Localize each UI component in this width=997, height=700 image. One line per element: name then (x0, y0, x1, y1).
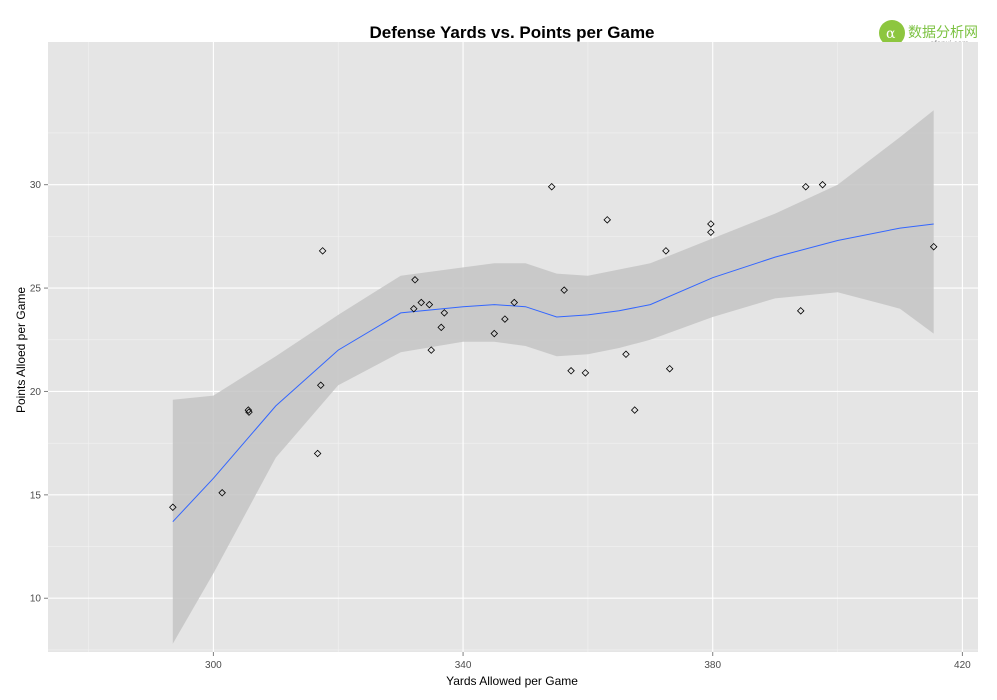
x-tick-label: 300 (205, 660, 222, 671)
y-axis-ticks: 10 15 20 25 30 (30, 180, 48, 605)
y-tick-label: 25 (30, 284, 42, 295)
x-axis-ticks: 300 340 380 420 (205, 652, 971, 671)
data-point (409, 304, 418, 313)
data-point (929, 242, 938, 251)
data-point (510, 298, 519, 307)
data-point (630, 406, 639, 414)
chart-title: Defense Yards vs. Points per Game (369, 23, 654, 42)
confidence-ribbon (172, 110, 934, 644)
data-point (411, 276, 419, 284)
data-point (622, 350, 630, 359)
data-point (662, 247, 670, 255)
data-point (707, 220, 715, 228)
data-point (313, 449, 322, 458)
y-axis-label: Points Alloed per Game (14, 287, 28, 413)
data-point (244, 406, 253, 414)
y-tick-label: 10 (30, 594, 42, 605)
y-tick-label: 30 (30, 180, 42, 191)
watermark-logo-icon (879, 20, 905, 46)
data-point (581, 369, 590, 377)
x-axis-label: Yards Allowed per Game (446, 674, 578, 688)
data-point (316, 381, 325, 390)
y-tick-label: 20 (30, 387, 42, 398)
x-tick-label: 420 (954, 660, 971, 671)
data-point (796, 307, 805, 315)
data-point (437, 323, 445, 332)
data-point (218, 489, 226, 497)
data-point (318, 247, 327, 255)
data-point (801, 182, 810, 191)
smooth-trend-line (172, 223, 934, 523)
data-point (818, 180, 827, 189)
data-point (490, 329, 499, 338)
data-point (245, 408, 253, 416)
data-point (427, 346, 436, 354)
scatter-points (169, 180, 938, 512)
data-point (560, 286, 568, 294)
x-tick-label: 340 (455, 660, 472, 671)
watermark-text: 数据分析网 (908, 25, 978, 41)
data-point (547, 182, 556, 191)
watermark-logo-glyph: α (886, 26, 896, 42)
data-point (417, 298, 426, 307)
data-point (425, 300, 434, 309)
data-point (169, 503, 177, 512)
data-point (603, 216, 612, 224)
x-tick-label: 380 (704, 660, 721, 671)
data-point (707, 228, 715, 237)
data-point (665, 364, 674, 373)
data-point (567, 367, 575, 375)
y-tick-label: 15 (30, 490, 42, 501)
data-point (440, 309, 449, 317)
data-point (501, 315, 509, 323)
